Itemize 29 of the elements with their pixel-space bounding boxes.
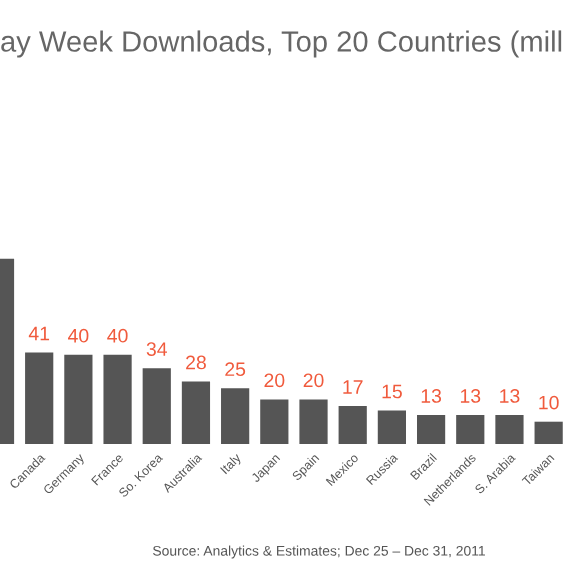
data-label: 40 xyxy=(68,328,89,343)
data-label: 34 xyxy=(146,342,167,356)
bar xyxy=(456,415,485,444)
bar xyxy=(181,381,211,444)
data-label: 10 xyxy=(539,395,559,410)
bar xyxy=(338,406,367,444)
data-label: 13 xyxy=(421,389,442,403)
bar xyxy=(377,410,406,444)
bar xyxy=(142,368,171,444)
bar xyxy=(103,354,132,444)
data-label: 25 xyxy=(225,362,246,377)
bar xyxy=(64,354,93,444)
bar xyxy=(299,399,328,444)
data-label: 13 xyxy=(500,389,520,403)
data-label: 20 xyxy=(264,373,285,388)
bar xyxy=(25,352,54,444)
bar xyxy=(260,399,289,444)
bar xyxy=(416,415,446,444)
data-label: 28 xyxy=(186,355,206,370)
data-label: 40 xyxy=(107,328,128,343)
bar xyxy=(534,421,563,444)
data-label: 15 xyxy=(382,384,402,399)
data-label: 41 xyxy=(28,326,50,341)
data-label: 20 xyxy=(303,373,324,388)
bar xyxy=(495,415,524,444)
data-label: 17 xyxy=(343,380,363,394)
data-label: 13 xyxy=(460,389,481,403)
chart-title: ay Week Downloads, Top 20 Countries (mill xyxy=(1,30,562,58)
bar xyxy=(221,388,250,444)
